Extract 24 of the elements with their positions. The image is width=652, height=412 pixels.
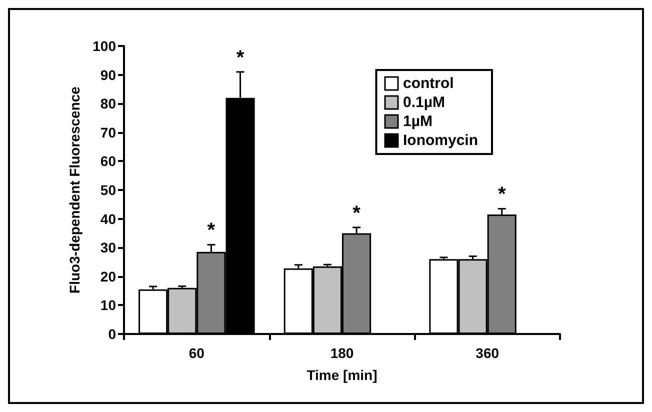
y-tick-label: 100 [92,38,116,54]
data-label: * [498,184,506,206]
data-label: * [236,46,244,69]
x-tick-label: 360 [476,345,500,361]
y-tick-label: 90 [100,66,116,83]
y-axis-title: Fluo3-dependent Fluorescence [66,86,83,294]
y-tick-label: 20 [100,268,116,284]
y-tick-label: 0 [108,326,116,342]
y-tick-label: 10 [100,297,116,314]
legend-label: 0.1µM [402,94,445,111]
legend-label: 1µM [402,113,432,130]
x-tick-label: 60 [188,345,205,361]
legend-label: control [402,75,454,92]
data-label: * [352,202,361,224]
x-axis-title: Time [min] [306,367,378,383]
y-tick-label: 70 [100,124,116,140]
legend-label: Ionomycin [402,132,478,149]
y-tick-label: 60 [100,153,116,170]
y-tick-label: 80 [100,96,116,112]
x-tick-label: 180 [330,345,354,361]
y-tick-label: 50 [100,182,116,198]
data-label: * [207,220,216,242]
y-tick-label: 40 [100,210,116,227]
y-tick-label: 30 [100,240,116,256]
